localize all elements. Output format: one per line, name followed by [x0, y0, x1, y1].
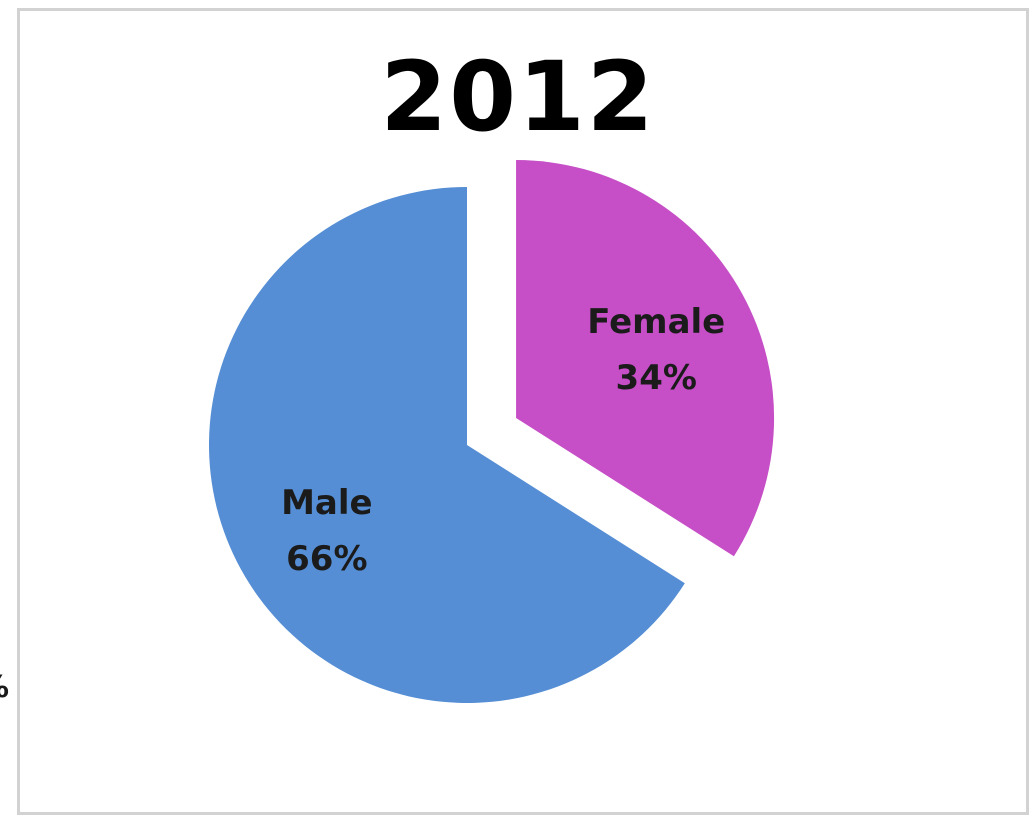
- slice-value-male: 66%: [286, 539, 367, 579]
- clipped-percent-fragment: %: [0, 668, 9, 708]
- chart-title: 2012: [380, 41, 656, 153]
- slice-value-female: 34%: [616, 358, 697, 398]
- pie-slice-female: [516, 160, 775, 557]
- pie-slice-male: [208, 187, 685, 703]
- slice-label-male: Male: [281, 483, 373, 523]
- slice-label-female: Female: [587, 302, 725, 342]
